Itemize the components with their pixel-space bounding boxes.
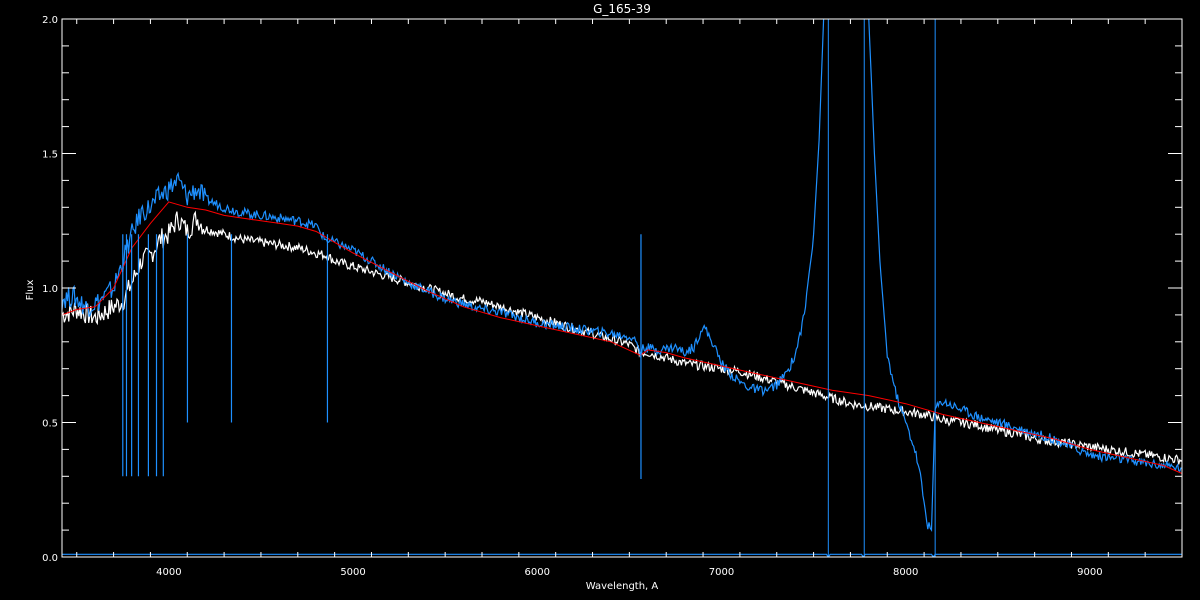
y-axis-label: Flux [25,280,36,301]
x-tick-label: 9000 [1077,567,1102,578]
y-axis-ticks: 0.0 0.5 1.0 1.5 2.0 [42,15,1182,564]
x-tick-label: 8000 [893,567,918,578]
y-tick-label: 0.0 [42,553,58,564]
x-tick-label: 5000 [340,567,365,578]
observed-spectrum-line [62,210,1182,465]
fit-curve-line [62,201,1182,475]
x-tick-label: 4000 [156,567,181,578]
x-tick-label: 6000 [525,567,550,578]
x-axis-ticks: 4000 5000 6000 7000 8000 9000 [76,19,1183,578]
y-tick-label: 1.0 [42,284,58,295]
x-axis-label: Wavelength, A [586,581,659,592]
y-tick-label: 2.0 [42,15,58,26]
chart-title: G_165-39 [593,2,651,16]
y-tick-label: 1.5 [42,150,58,161]
x-tick-label: 7000 [709,567,734,578]
model-spectrum-line [62,19,1182,533]
plot-area [62,19,1182,557]
baseline-line [62,553,1182,557]
y-tick-label: 0.5 [42,419,58,430]
